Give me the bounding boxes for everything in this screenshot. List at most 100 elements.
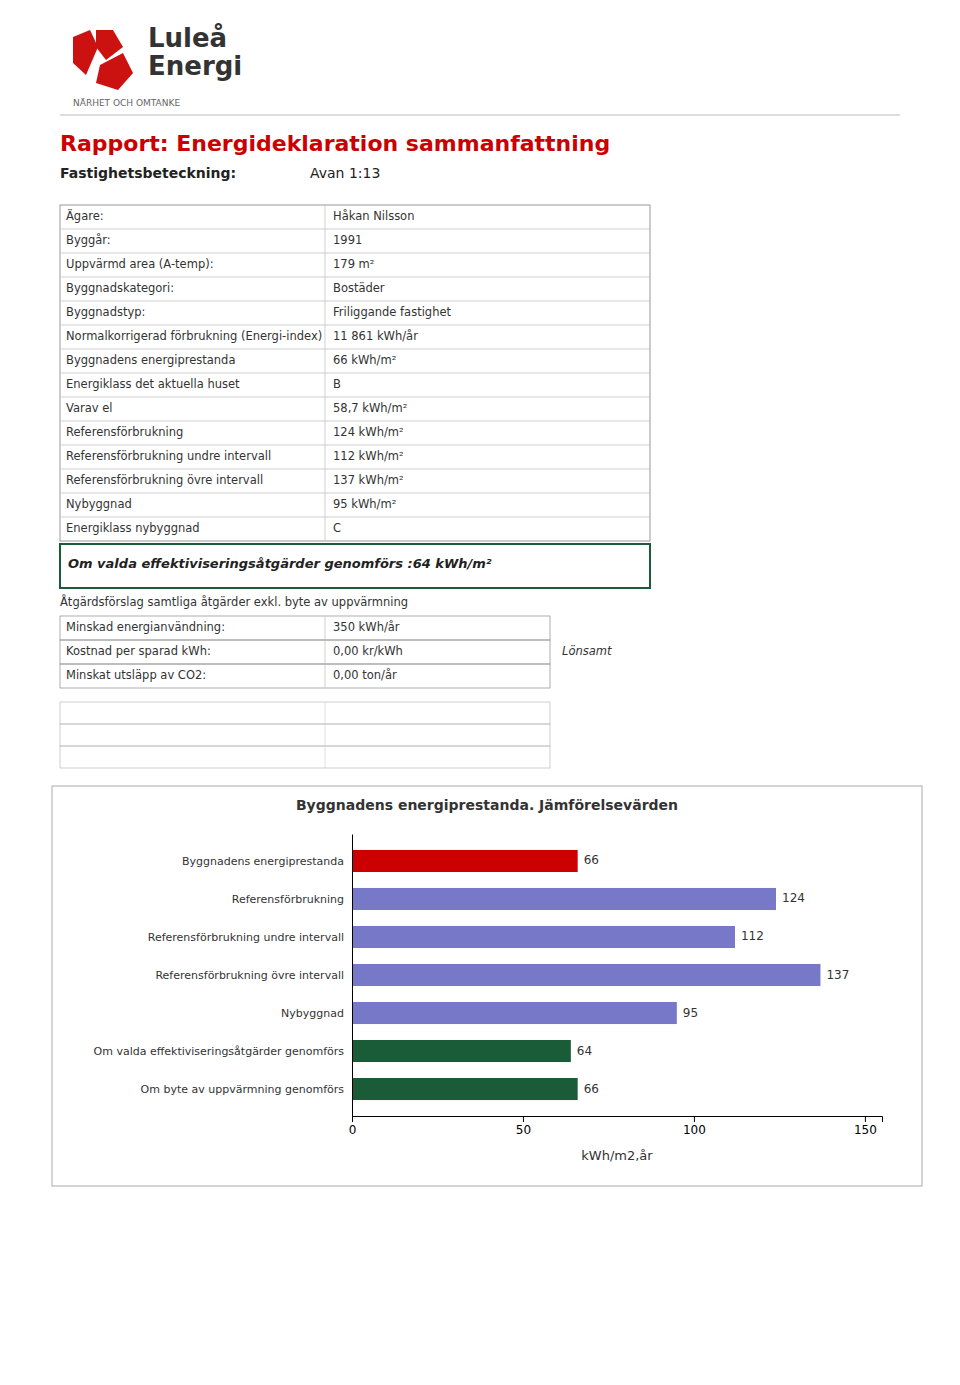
tick: 100	[683, 1116, 706, 1137]
tick-mark	[523, 1116, 524, 1122]
tick-label: 50	[516, 1123, 531, 1137]
rule	[60, 277, 650, 278]
page: LuleåEnergiNÄRHET OCH OMTANKERapport: En…	[0, 0, 960, 1385]
table-value: 137 kWh/m²	[333, 473, 404, 487]
table-label: Ägare:	[66, 208, 104, 223]
data-label: 95	[683, 1006, 698, 1020]
rule	[325, 640, 326, 664]
rule	[325, 301, 326, 325]
data-labels: 66124112137956466	[577, 853, 850, 1095]
table-value: 112 kWh/m²	[333, 449, 404, 463]
rule	[60, 469, 650, 470]
rule	[60, 373, 650, 374]
rule	[325, 493, 326, 517]
table-value: 350 kWh/år	[333, 620, 400, 634]
title: Rapport: Energideklaration sammanfattnin…	[60, 131, 610, 156]
table-label: Minskad energianvändning:	[66, 620, 225, 634]
data-label: 137	[826, 968, 849, 982]
tick: Om byte av uppvärmning genomförs	[141, 1083, 345, 1096]
bar	[352, 1078, 578, 1100]
tick-label: Nybyggnad	[281, 1007, 344, 1020]
tick: Byggnadens energiprestanda	[182, 855, 344, 868]
axis-line	[353, 1117, 883, 1123]
table-label: Kostnad per sparad kWh:	[66, 644, 211, 658]
tick-label: 0	[349, 1123, 357, 1137]
table-value: C	[333, 521, 341, 535]
logo-text: Energi	[148, 51, 242, 81]
table-label: Byggnadstyp:	[66, 305, 145, 319]
rule	[325, 229, 326, 253]
table-value: 58,7 kWh/m²	[333, 401, 407, 415]
rule	[325, 702, 326, 724]
table-label: Byggnadens energiprestanda	[66, 353, 235, 367]
cell-border	[60, 702, 550, 724]
table-value: Friliggande fastighet	[333, 305, 452, 319]
rule	[325, 664, 326, 688]
y-axis: Byggnadens energiprestanda Referensförbru…	[94, 835, 353, 1117]
rule	[325, 397, 326, 421]
rule	[325, 325, 326, 349]
table-label: Energiklass nybyggnad	[66, 521, 200, 535]
rule	[60, 229, 650, 230]
axis-line	[352, 835, 353, 1117]
rule	[60, 445, 650, 446]
data-label: 66	[584, 1082, 599, 1096]
table-value: 11 861 kWh/år	[333, 329, 418, 343]
cell-border	[60, 205, 650, 541]
rule	[60, 349, 650, 350]
table-label: Minskat utsläpp av CO2:	[66, 668, 206, 682]
bar	[352, 964, 820, 986]
tick-mark	[865, 1116, 866, 1122]
tick: Om valda effektiviseringsåtgärder genomf…	[94, 1045, 345, 1058]
rule	[60, 301, 650, 302]
table-label: Normalkorrigerad förbrukning (Energi-ind…	[66, 329, 322, 343]
bar	[352, 1002, 677, 1024]
tick-mark	[694, 1116, 695, 1122]
table-note: Lönsamt	[562, 644, 612, 658]
cell-border	[60, 664, 550, 688]
cell-border	[60, 616, 550, 640]
rule	[325, 469, 326, 493]
bar	[352, 888, 776, 910]
logo	[73, 30, 133, 90]
data-label: 64	[577, 1044, 592, 1058]
table-label: Byggnadskategori:	[66, 281, 174, 295]
rule	[60, 421, 650, 422]
rule	[60, 517, 650, 518]
rule	[60, 397, 650, 398]
tick-label: Referensförbrukning övre intervall	[155, 969, 344, 982]
table-value: B	[333, 377, 341, 391]
rule	[325, 277, 326, 301]
axis-title: kWh/m2,år	[581, 1148, 653, 1163]
table-value: 95 kWh/m²	[333, 497, 396, 511]
table-value: 0,00 kr/kWh	[333, 644, 403, 658]
logo-subtext: NÄRHET OCH OMTANKE	[73, 98, 180, 108]
rule	[60, 325, 650, 326]
rule	[325, 517, 326, 541]
tick: 50	[516, 1116, 531, 1137]
table-label: Referensförbrukning undre intervall	[66, 449, 271, 463]
cell-border	[60, 640, 550, 664]
tick-mark	[352, 1116, 353, 1122]
tick-label: 100	[683, 1123, 706, 1137]
rule	[325, 373, 326, 397]
tick: Referensförbrukning övre intervall	[155, 969, 344, 982]
rule	[325, 746, 326, 768]
rule	[325, 445, 326, 469]
x-axis: 050100150	[349, 1116, 883, 1137]
table-value: 66 kWh/m²	[333, 353, 396, 367]
bar	[352, 1040, 571, 1062]
table-value: Håkan Nilsson	[333, 209, 414, 223]
rule	[325, 724, 326, 746]
table-label: Nybyggnad	[66, 497, 132, 511]
table-value: 179 m²	[333, 257, 374, 271]
rule	[60, 115, 900, 116]
rule	[325, 253, 326, 277]
tick-label: Om valda effektiviseringsåtgärder genomf…	[94, 1045, 345, 1058]
table-label: Referensförbrukning	[66, 425, 183, 439]
data-label: 124	[782, 891, 805, 905]
subtitle-value: Avan 1:13	[310, 165, 380, 181]
data-label: 112	[741, 929, 764, 943]
tick: Nybyggnad	[281, 1007, 344, 1020]
subtitle-label: Fastighetsbeteckning:	[60, 165, 236, 181]
